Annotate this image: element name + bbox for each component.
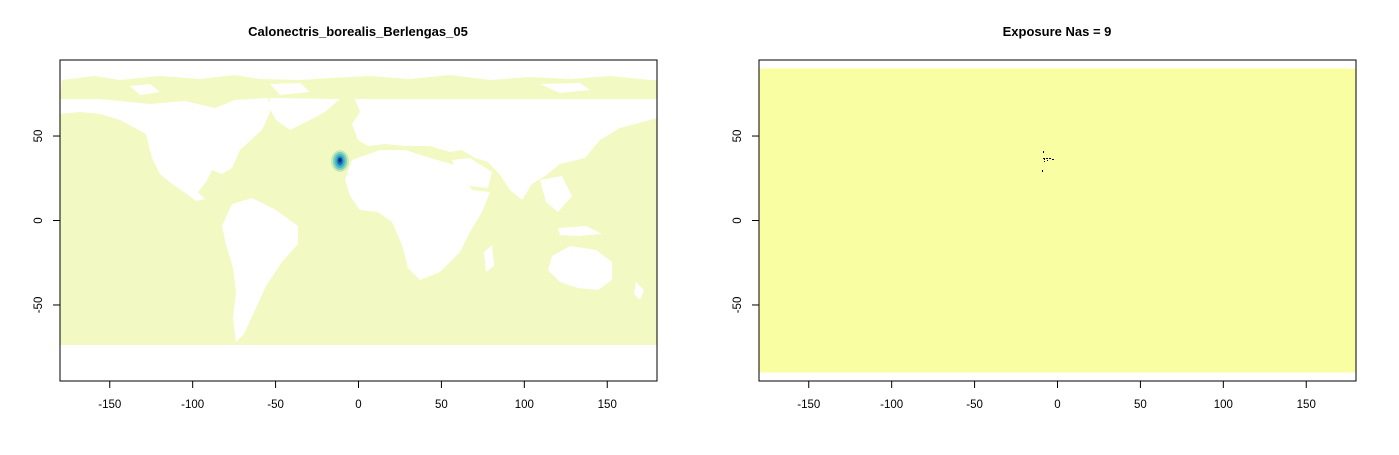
na-cell xyxy=(1044,161,1045,162)
y-tick-label: 50 xyxy=(732,130,744,143)
eurasia xyxy=(352,99,657,200)
new-zealand xyxy=(634,282,644,300)
hotspot-core xyxy=(338,157,342,163)
y-tick-label: 0 xyxy=(732,217,744,223)
greenland xyxy=(268,98,340,130)
x-tick-label: -100 xyxy=(880,399,903,411)
na-cell xyxy=(1047,160,1048,161)
south-america xyxy=(222,198,298,342)
x-tick-label: -150 xyxy=(98,399,121,411)
left-arctic-gaps xyxy=(130,83,590,95)
africa xyxy=(345,150,490,280)
x-tick-label: -50 xyxy=(267,399,284,411)
madagascar xyxy=(484,245,494,272)
na-cell xyxy=(1052,159,1054,160)
x-tick-label: 150 xyxy=(598,399,617,411)
left-hotspot xyxy=(331,150,349,172)
left-plot-region xyxy=(60,75,657,381)
right-panel: Exposure Nas = 9 -150 -100 -50 0 50 100 150 50… xyxy=(732,24,1357,411)
left-land xyxy=(60,98,657,381)
left-arctic-fringe xyxy=(60,75,657,99)
antarctica xyxy=(60,345,657,381)
na-cell xyxy=(1049,158,1051,159)
na-cell xyxy=(1046,158,1048,159)
y-tick-label: -50 xyxy=(732,297,744,314)
x-tick-label: 100 xyxy=(515,399,534,411)
right-y-axis: 50 0 -50 xyxy=(732,130,760,314)
southeast-asia xyxy=(540,176,572,212)
x-tick-label: 0 xyxy=(355,399,361,411)
left-x-axis: -150 -100 -50 0 50 100 150 xyxy=(98,380,617,411)
na-cell xyxy=(1044,158,1045,160)
na-cell xyxy=(1042,170,1043,172)
na-cell xyxy=(1043,151,1044,153)
left-chart-title: Calonectris_borealis_Berlengas_05 xyxy=(248,24,468,39)
right-x-axis: -150 -100 -50 0 50 100 150 xyxy=(797,380,1316,411)
x-tick-label: 100 xyxy=(1214,399,1233,411)
x-tick-label: 50 xyxy=(1134,399,1147,411)
right-exposure-raster xyxy=(759,68,1356,373)
y-tick-label: -50 xyxy=(33,297,45,314)
north-america xyxy=(60,98,270,201)
x-tick-label: 50 xyxy=(435,399,448,411)
y-tick-label: 0 xyxy=(33,217,45,223)
x-tick-label: 0 xyxy=(1054,399,1060,411)
na-cell xyxy=(1043,158,1044,159)
x-tick-label: -150 xyxy=(797,399,820,411)
x-tick-label: -50 xyxy=(966,399,983,411)
x-tick-label: -100 xyxy=(181,399,204,411)
left-panel: Calonectris_borealis_Berlengas_05 xyxy=(33,24,658,411)
arabia xyxy=(452,158,492,188)
left-y-axis: 50 0 -50 xyxy=(33,130,61,314)
right-na-cells xyxy=(1042,151,1054,172)
x-tick-label: 150 xyxy=(1297,399,1316,411)
indonesia xyxy=(558,226,602,236)
right-chart-title: Exposure Nas = 9 xyxy=(1003,24,1112,39)
australia xyxy=(548,246,612,290)
y-tick-label: 50 xyxy=(33,130,45,143)
